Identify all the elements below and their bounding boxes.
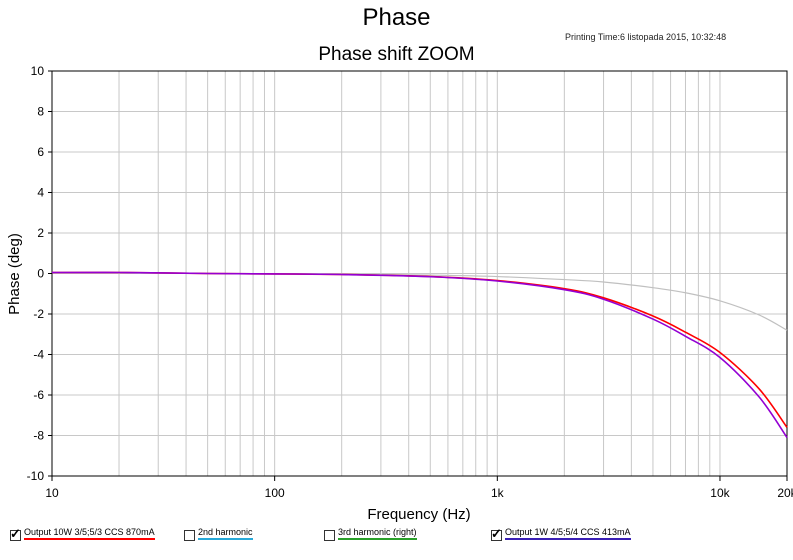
series-line-0 <box>51 271 788 428</box>
y-tick-label: -10 <box>27 469 45 483</box>
legend: ✓ Output 10W 3/5;5/3 CCS 870mA 2nd harmo… <box>0 527 793 557</box>
chart-title: Phase shift ZOOM <box>318 44 475 65</box>
y-tick-label: 10 <box>31 64 45 78</box>
x-tick-label: 10 <box>45 486 59 500</box>
y-tick-label: 6 <box>37 145 44 159</box>
y-tick-label: 2 <box>37 226 44 240</box>
y-tick-labels: 10 8 6 4 2 0 -2 -4 -6 -8 -10 <box>27 64 52 483</box>
legend-item-output-10w[interactable]: ✓ Output 10W 3/5;5/3 CCS 870mA <box>10 527 155 547</box>
printing-time: Printing Time:6 listopada 2015, 10:32:48 <box>565 32 727 42</box>
legend-label: 2nd harmonic <box>198 527 253 540</box>
phase-chart: 10 8 6 4 2 0 -2 -4 -6 -8 -10 10 100 1k 10k 20k Frequen… <box>6 64 793 523</box>
x-tick-label: 100 <box>265 486 285 500</box>
x-tick-label: 20k <box>777 486 793 500</box>
y-tick-label: -4 <box>33 348 44 362</box>
checkbox[interactable]: ✓ <box>10 526 21 541</box>
y-tick-label: -6 <box>33 388 44 402</box>
y-tick-label: 4 <box>37 186 44 200</box>
legend-item-3rd-harmonic[interactable]: 3rd harmonic (right) <box>324 527 417 547</box>
y-axis-label: Phase (deg) <box>6 233 23 315</box>
x-axis-label: Frequency (Hz) <box>367 506 470 523</box>
y-tick-label: -8 <box>33 429 44 443</box>
checkbox[interactable] <box>184 530 195 541</box>
legend-label: 3rd harmonic (right) <box>338 527 417 540</box>
checkbox[interactable] <box>324 530 335 541</box>
y-tick-label: -2 <box>33 307 44 321</box>
legend-label: Output 10W 3/5;5/3 CCS 870mA <box>24 527 155 540</box>
series-line-3 <box>51 271 788 438</box>
series-lines <box>51 271 788 438</box>
y-tick-label: 0 <box>37 267 44 281</box>
check-icon: ✓ <box>10 526 21 541</box>
y-tick-label: 8 <box>37 105 44 119</box>
x-tick-label: 1k <box>491 486 505 500</box>
series-line-4 <box>51 271 788 331</box>
legend-item-2nd-harmonic[interactable]: 2nd harmonic <box>184 527 253 547</box>
x-tick-labels: 10 100 1k 10k 20k <box>45 476 793 500</box>
legend-item-output-1w[interactable]: ✓ Output 1W 4/5;5/4 CCS 413mA <box>491 527 631 547</box>
x-tick-label: 10k <box>710 486 730 500</box>
legend-label: Output 1W 4/5;5/4 CCS 413mA <box>505 527 631 540</box>
checkbox[interactable]: ✓ <box>491 526 502 541</box>
page-title: Phase <box>362 4 431 31</box>
check-icon: ✓ <box>491 526 502 541</box>
